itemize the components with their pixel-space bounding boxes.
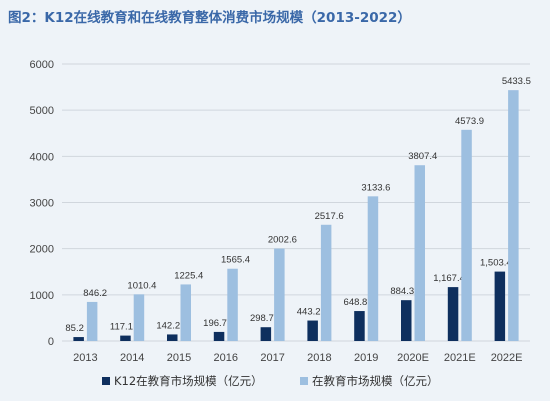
x-tick-label: 2017 <box>260 352 284 364</box>
y-tick-label: 1000 <box>30 290 54 302</box>
data-label: 1,167.4 <box>433 273 465 284</box>
bar <box>180 284 191 341</box>
bar <box>73 337 84 341</box>
bar <box>447 287 459 341</box>
data-label: 1565.4 <box>221 255 250 266</box>
data-label: 846.2 <box>83 288 107 299</box>
bar <box>86 301 98 341</box>
title-text: K12在线教育和在线教育整体消费市场规模（2013-2022） <box>44 10 411 26</box>
bar <box>213 331 225 341</box>
y-tick-label: 0 <box>48 336 54 348</box>
y-tick-label: 4000 <box>30 151 54 163</box>
x-tick-label: 2021E <box>444 352 476 364</box>
x-tick-label: 2018 <box>307 352 331 364</box>
data-label: 2002.6 <box>268 235 297 246</box>
data-label: 2517.6 <box>315 211 344 222</box>
legend-label: 在教育市场规模（亿元） <box>312 374 439 388</box>
data-label: 3133.6 <box>361 182 390 193</box>
y-tick-label: 6000 <box>30 59 54 71</box>
bar <box>414 165 425 341</box>
x-tick-label: 2022E <box>491 352 523 364</box>
legend-label: K12在教育市场规模（亿元） <box>114 374 263 388</box>
x-tick-label: 2019 <box>354 352 378 364</box>
x-tick-label: 2015 <box>167 352 191 364</box>
bar <box>354 311 365 341</box>
figure-tag: 图2： <box>8 10 45 26</box>
data-label: 884.3 <box>390 286 414 297</box>
data-label: 85.2 <box>65 323 84 334</box>
x-tick-label: 2014 <box>120 352 144 364</box>
legend-swatch <box>102 377 110 385</box>
bar <box>401 300 412 341</box>
bar <box>367 196 379 341</box>
y-tick-label: 5000 <box>30 105 54 117</box>
x-tick-label: 2020E <box>397 352 429 364</box>
data-label: 1,503.4 <box>480 258 512 269</box>
x-tick-label: 2013 <box>73 352 97 364</box>
bar <box>167 334 178 341</box>
x-tick-label: 2016 <box>214 352 238 364</box>
y-tick-label: 3000 <box>30 198 54 210</box>
y-tick-label: 2000 <box>30 244 54 256</box>
bar <box>320 224 332 341</box>
bar <box>494 271 506 341</box>
bar <box>120 335 131 341</box>
data-label: 648.8 <box>344 297 368 308</box>
data-label: 117.1 <box>110 322 133 333</box>
bar <box>307 320 318 341</box>
chart-title: 图2：K12在线教育和在线教育整体消费市场规模（2013-2022） <box>8 6 411 26</box>
data-label: 1225.4 <box>174 270 203 281</box>
legend-swatch <box>300 377 308 385</box>
bar <box>260 327 272 341</box>
bar <box>508 90 519 342</box>
data-label: 443.2 <box>297 307 321 318</box>
data-label: 3807.4 <box>408 151 437 162</box>
data-label: 4573.9 <box>455 116 484 127</box>
bar <box>227 268 238 341</box>
data-label: 1010.4 <box>127 280 156 291</box>
data-label: 298.7 <box>250 313 274 324</box>
data-label: 5433.5 <box>502 76 531 87</box>
data-label: 142.2 <box>156 320 180 331</box>
data-label: 196.7 <box>203 318 227 329</box>
bar <box>461 129 472 341</box>
bar <box>133 294 145 341</box>
bar <box>274 248 285 341</box>
